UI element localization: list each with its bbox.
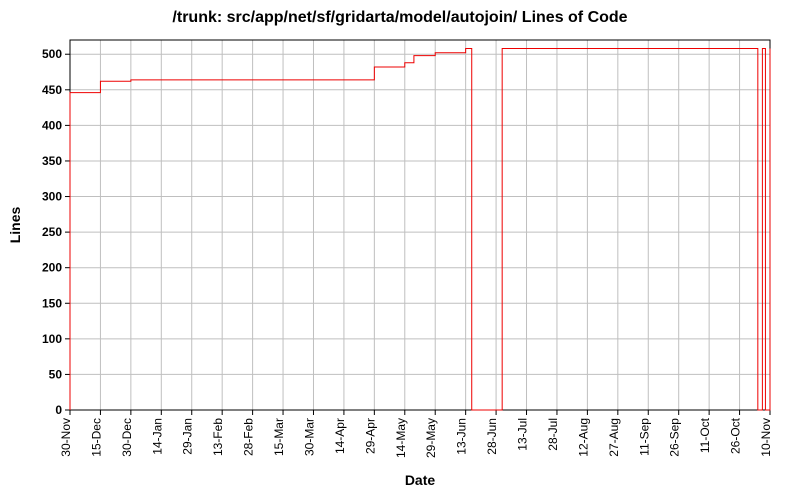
y-tick-label: 0 [55,403,62,417]
x-tick-label: 29-Jan [181,418,195,455]
x-tick-label: 11-Oct [698,417,712,453]
x-tick-label: 26-Sep [668,418,682,457]
chart-svg: /trunk: src/app/net/sf/gridarta/model/au… [0,0,800,500]
x-tick-label: 30-Nov [59,418,73,457]
x-tick-label: 29-Apr [363,418,377,454]
loc-chart: /trunk: src/app/net/sf/gridarta/model/au… [0,0,800,500]
y-tick-label: 450 [42,83,62,97]
x-tick-label: 13-Jun [455,418,469,455]
chart-title: /trunk: src/app/net/sf/gridarta/model/au… [172,9,627,26]
y-tick-label: 350 [42,154,62,168]
x-tick-label: 26-Oct [729,417,743,454]
y-tick-label: 150 [42,296,62,310]
x-tick-label: 12-Aug [576,418,590,457]
x-axis-label: Date [405,472,436,488]
x-tick-label: 15-Mar [272,418,286,456]
x-tick-label: 30-Mar [302,418,316,456]
x-tick-label: 14-Apr [333,418,347,454]
x-tick-label: 28-Jul [546,418,560,451]
x-tick-label: 28-Feb [242,418,256,456]
x-tick-label: 30-Dec [120,418,134,457]
x-tick-label: 10-Nov [759,418,773,457]
x-tick-label: 28-Jun [485,418,499,455]
y-axis-label: Lines [7,207,23,244]
y-tick-label: 200 [42,261,62,275]
x-tick-label: 13-Jul [516,418,530,451]
x-tick-label: 15-Dec [89,418,103,457]
x-tick-label: 13-Feb [211,418,225,456]
y-tick-label: 250 [42,225,62,239]
y-tick-label: 300 [42,190,62,204]
y-tick-label: 100 [42,332,62,346]
x-tick-label: 11-Sep [637,418,651,456]
x-tick-label: 14-Jan [150,418,164,455]
x-tick-label: 27-Aug [607,418,621,457]
x-tick-label: 14-May [394,418,408,458]
y-tick-label: 50 [49,367,63,381]
y-tick-label: 500 [42,47,62,61]
x-tick-label: 29-May [424,418,438,458]
y-tick-label: 400 [42,118,62,132]
